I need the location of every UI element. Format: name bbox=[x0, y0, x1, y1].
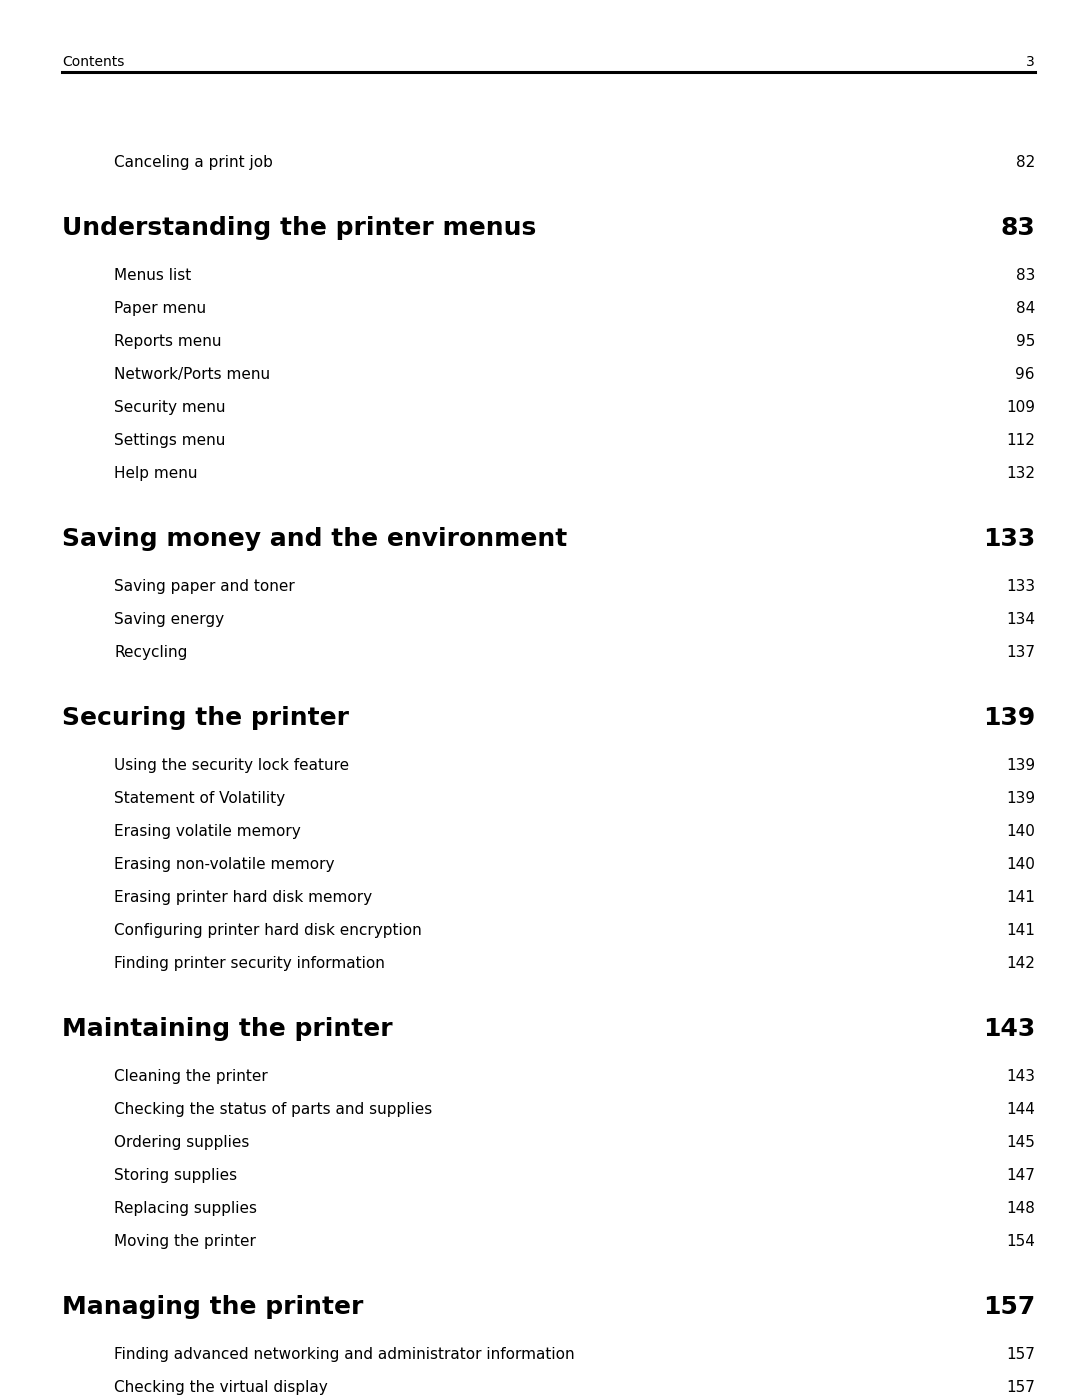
Text: ................................................................................: ........................................… bbox=[193, 268, 1080, 282]
Text: 83: 83 bbox=[1000, 217, 1035, 240]
Text: ................................................................................: ........................................… bbox=[387, 957, 1080, 971]
Text: 143: 143 bbox=[1005, 1069, 1035, 1084]
Text: Settings menu: Settings menu bbox=[114, 433, 226, 448]
Text: ................................................................................: ........................................… bbox=[337, 858, 1080, 872]
Text: 142: 142 bbox=[1007, 956, 1035, 971]
Text: 157: 157 bbox=[1007, 1380, 1035, 1396]
Text: ................................................................................: ........................................… bbox=[208, 302, 1080, 316]
Text: 140: 140 bbox=[1007, 856, 1035, 872]
Text: 139: 139 bbox=[983, 705, 1035, 731]
Text: ................................................................................: ........................................… bbox=[423, 923, 1080, 937]
Text: 139: 139 bbox=[1005, 791, 1035, 806]
Text: 133: 133 bbox=[983, 527, 1035, 550]
Text: Ordering supplies: Ordering supplies bbox=[114, 1134, 249, 1150]
Text: 83: 83 bbox=[1015, 268, 1035, 284]
Text: ................................................................................: ........................................… bbox=[228, 401, 1080, 415]
Text: ................................................................................: ........................................… bbox=[275, 155, 1080, 169]
Text: 84: 84 bbox=[1016, 300, 1035, 316]
Text: Understanding the printer menus: Understanding the printer menus bbox=[62, 217, 537, 240]
Text: 3: 3 bbox=[1026, 54, 1035, 68]
Text: ................................................................................: ........................................… bbox=[302, 824, 1080, 838]
Text: ................................................................................: ........................................… bbox=[259, 1201, 1080, 1215]
Text: Securing the printer: Securing the printer bbox=[62, 705, 349, 731]
Text: 112: 112 bbox=[1007, 433, 1035, 448]
Text: Erasing non-volatile memory: Erasing non-volatile memory bbox=[114, 856, 335, 872]
Text: Contents: Contents bbox=[62, 54, 124, 68]
Text: Cleaning the printer: Cleaning the printer bbox=[114, 1069, 268, 1084]
Text: 144: 144 bbox=[1007, 1102, 1035, 1118]
Text: 109: 109 bbox=[1005, 400, 1035, 415]
Text: Maintaining the printer: Maintaining the printer bbox=[62, 1017, 393, 1041]
Text: ................................................................................: ........................................… bbox=[287, 792, 1080, 806]
Text: 143: 143 bbox=[983, 1017, 1035, 1041]
Text: ................................................................................: ........................................… bbox=[272, 367, 1080, 381]
Text: 96: 96 bbox=[1015, 367, 1035, 381]
Text: 141: 141 bbox=[1007, 923, 1035, 937]
Text: Paper menu: Paper menu bbox=[114, 300, 206, 316]
Text: 147: 147 bbox=[1007, 1168, 1035, 1183]
Text: Erasing printer hard disk memory: Erasing printer hard disk memory bbox=[114, 890, 373, 905]
Text: Saving energy: Saving energy bbox=[114, 612, 225, 627]
Text: Finding printer security information: Finding printer security information bbox=[114, 956, 384, 971]
Text: ................................................................................: ........................................… bbox=[329, 1380, 1080, 1394]
Text: ................................................................................: ........................................… bbox=[297, 580, 1080, 594]
Text: ................................................................................: ........................................… bbox=[538, 218, 1080, 237]
Text: 137: 137 bbox=[1005, 645, 1035, 659]
Text: ................................................................................: ........................................… bbox=[365, 1296, 1080, 1317]
Text: Menus list: Menus list bbox=[114, 268, 191, 284]
Text: ................................................................................: ........................................… bbox=[434, 1102, 1080, 1116]
Text: 154: 154 bbox=[1007, 1234, 1035, 1249]
Text: 82: 82 bbox=[1016, 155, 1035, 170]
Text: 132: 132 bbox=[1005, 467, 1035, 481]
Text: Statement of Volatility: Statement of Volatility bbox=[114, 791, 285, 806]
Text: Replacing supplies: Replacing supplies bbox=[114, 1201, 257, 1215]
Text: ................................................................................: ........................................… bbox=[228, 433, 1080, 447]
Text: Canceling a print job: Canceling a print job bbox=[114, 155, 273, 170]
Text: 148: 148 bbox=[1007, 1201, 1035, 1215]
Text: Erasing volatile memory: Erasing volatile memory bbox=[114, 824, 300, 840]
Text: ................................................................................: ........................................… bbox=[200, 467, 1080, 481]
Text: 95: 95 bbox=[1015, 334, 1035, 349]
Text: ................................................................................: ........................................… bbox=[224, 334, 1080, 348]
Text: Help menu: Help menu bbox=[114, 467, 198, 481]
Text: ................................................................................: ........................................… bbox=[189, 645, 1080, 659]
Text: ................................................................................: ........................................… bbox=[577, 1348, 1080, 1362]
Text: ................................................................................: ........................................… bbox=[270, 1070, 1080, 1084]
Text: 141: 141 bbox=[1007, 890, 1035, 905]
Text: Network/Ports menu: Network/Ports menu bbox=[114, 367, 270, 381]
Text: Saving money and the environment: Saving money and the environment bbox=[62, 527, 567, 550]
Text: 140: 140 bbox=[1007, 824, 1035, 840]
Text: Moving the printer: Moving the printer bbox=[114, 1234, 256, 1249]
Text: Security menu: Security menu bbox=[114, 400, 226, 415]
Text: ................................................................................: ........................................… bbox=[239, 1168, 1080, 1182]
Text: Using the security lock feature: Using the security lock feature bbox=[114, 759, 349, 773]
Text: 133: 133 bbox=[1005, 578, 1035, 594]
Text: Checking the status of parts and supplies: Checking the status of parts and supplie… bbox=[114, 1102, 432, 1118]
Text: ................................................................................: ........................................… bbox=[226, 612, 1080, 626]
Text: ................................................................................: ........................................… bbox=[351, 759, 1080, 773]
Text: 157: 157 bbox=[983, 1295, 1035, 1319]
Text: ................................................................................: ........................................… bbox=[394, 1018, 1080, 1039]
Text: Saving paper and toner: Saving paper and toner bbox=[114, 578, 295, 594]
Text: Storing supplies: Storing supplies bbox=[114, 1168, 238, 1183]
Text: Reports menu: Reports menu bbox=[114, 334, 221, 349]
Text: Configuring printer hard disk encryption: Configuring printer hard disk encryption bbox=[114, 923, 422, 937]
Text: 134: 134 bbox=[1005, 612, 1035, 627]
Text: Finding advanced networking and administrator information: Finding advanced networking and administ… bbox=[114, 1347, 575, 1362]
Text: Recycling: Recycling bbox=[114, 645, 187, 659]
Text: ................................................................................: ........................................… bbox=[252, 1136, 1080, 1150]
Text: 139: 139 bbox=[1005, 759, 1035, 773]
Text: Checking the virtual display: Checking the virtual display bbox=[114, 1380, 327, 1396]
Text: ................................................................................: ........................................… bbox=[258, 1235, 1080, 1249]
Text: 157: 157 bbox=[1007, 1347, 1035, 1362]
Text: ................................................................................: ........................................… bbox=[351, 708, 1080, 728]
Text: 145: 145 bbox=[1007, 1134, 1035, 1150]
Text: Managing the printer: Managing the printer bbox=[62, 1295, 363, 1319]
Text: ................................................................................: ........................................… bbox=[374, 890, 1080, 904]
Text: ................................................................................: ........................................… bbox=[569, 529, 1080, 549]
